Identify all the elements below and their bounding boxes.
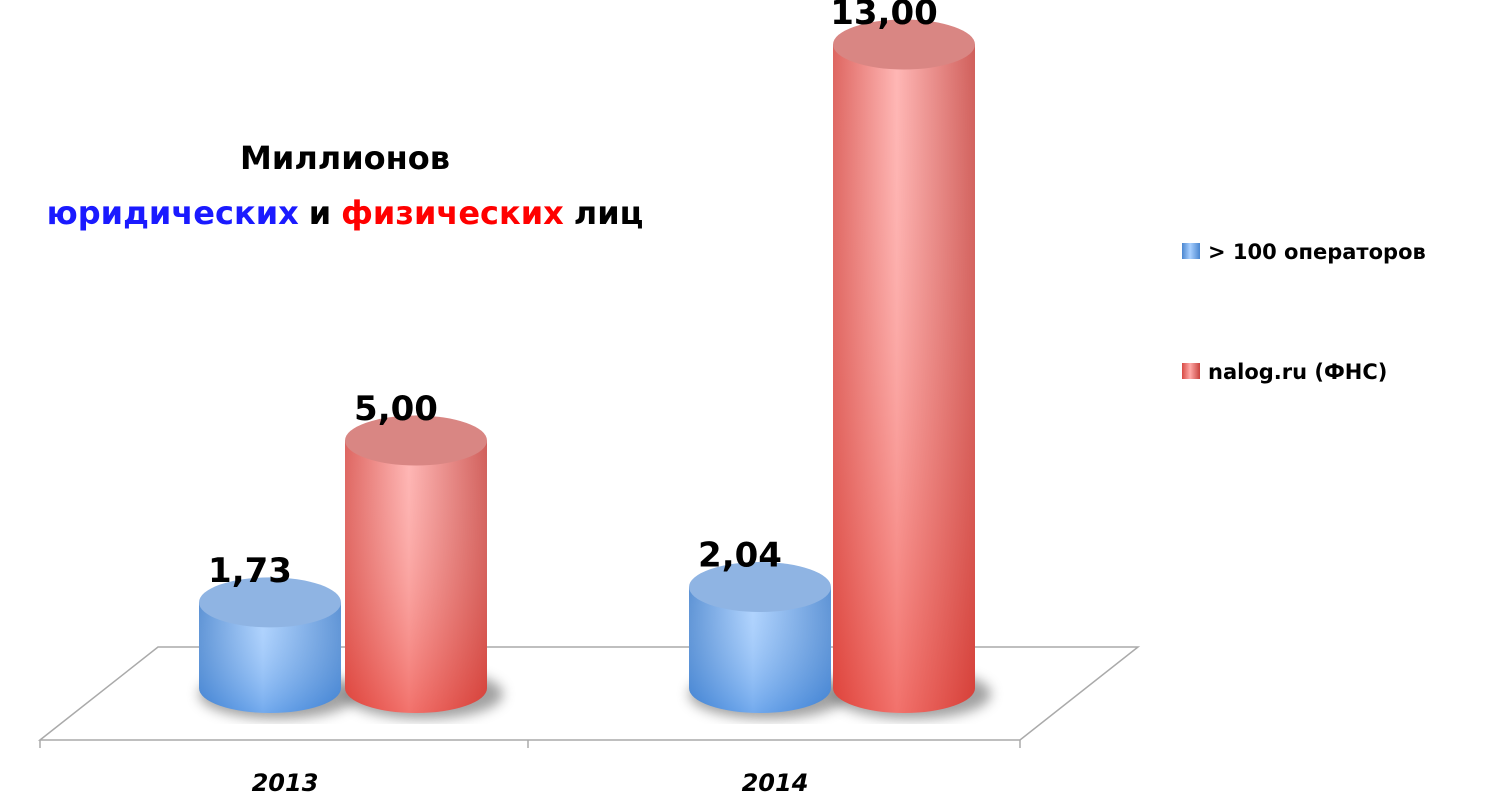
data-label: 2,04 bbox=[698, 536, 782, 576]
x-tick-label: 2013 bbox=[252, 769, 319, 797]
data-label: 5,00 bbox=[354, 389, 438, 429]
legend-label: > 100 операторов bbox=[1208, 240, 1426, 264]
bar-shade bbox=[199, 602, 341, 713]
title-part: и bbox=[309, 194, 331, 232]
bar-top bbox=[199, 577, 341, 628]
title-part: лиц bbox=[574, 194, 644, 232]
data-label: 13,00 bbox=[830, 0, 938, 33]
x-tick-label: 2014 bbox=[742, 769, 809, 797]
data-label: 1,73 bbox=[208, 551, 292, 591]
legend-swatch bbox=[1182, 243, 1200, 259]
title-part: Миллионов bbox=[240, 139, 450, 177]
title-part: физических bbox=[341, 194, 564, 232]
bar-shade bbox=[345, 440, 487, 713]
bar-shade bbox=[689, 587, 831, 713]
bar-top bbox=[689, 562, 831, 613]
bar-top bbox=[833, 19, 975, 70]
legend-label: nalog.ru (ФНС) bbox=[1208, 360, 1387, 384]
chart-title: Миллионов bbox=[240, 139, 450, 177]
bar-top bbox=[345, 415, 487, 466]
floor bbox=[37, 646, 1141, 748]
bar-shade bbox=[833, 44, 975, 713]
title-part: юридических bbox=[47, 194, 299, 232]
legend-swatch bbox=[1182, 363, 1200, 379]
chart-title: юридических и физических лиц bbox=[47, 194, 644, 232]
